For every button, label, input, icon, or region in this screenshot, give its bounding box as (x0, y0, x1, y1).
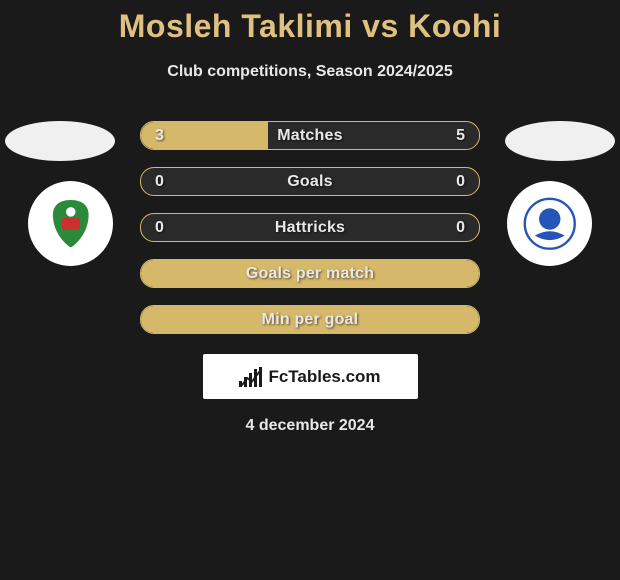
stat-row: 35Matches (140, 121, 480, 150)
stat-label: Goals per match (141, 260, 479, 287)
club-logo-right (507, 181, 592, 266)
stat-label: Matches (141, 122, 479, 149)
stat-row: Min per goal (140, 305, 480, 334)
stat-label: Min per goal (141, 306, 479, 333)
site-logo[interactable]: FcTables.com (203, 354, 418, 399)
shield-icon (41, 194, 101, 254)
date-label: 4 december 2024 (0, 417, 620, 435)
club-logo-left (28, 181, 113, 266)
page-subtitle: Club competitions, Season 2024/2025 (0, 63, 620, 81)
stat-rows: 35Matches 00Goals 00Hattricks Goals per mat… (140, 121, 480, 334)
line-chart-icon (240, 367, 262, 389)
page-title: Mosleh Taklimi vs Koohi (0, 0, 620, 45)
player-photo-left-placeholder (5, 121, 115, 161)
emblem-icon (520, 194, 580, 254)
comparison-panel: 35Matches 00Goals 00Hattricks Goals per mat… (0, 121, 620, 435)
stat-label: Goals (141, 168, 479, 195)
stat-row: 00Goals (140, 167, 480, 196)
stat-row: Goals per match (140, 259, 480, 288)
stat-label: Hattricks (141, 214, 479, 241)
stat-row: 00Hattricks (140, 213, 480, 242)
site-name: FcTables.com (268, 367, 380, 387)
player-photo-right-placeholder (505, 121, 615, 161)
